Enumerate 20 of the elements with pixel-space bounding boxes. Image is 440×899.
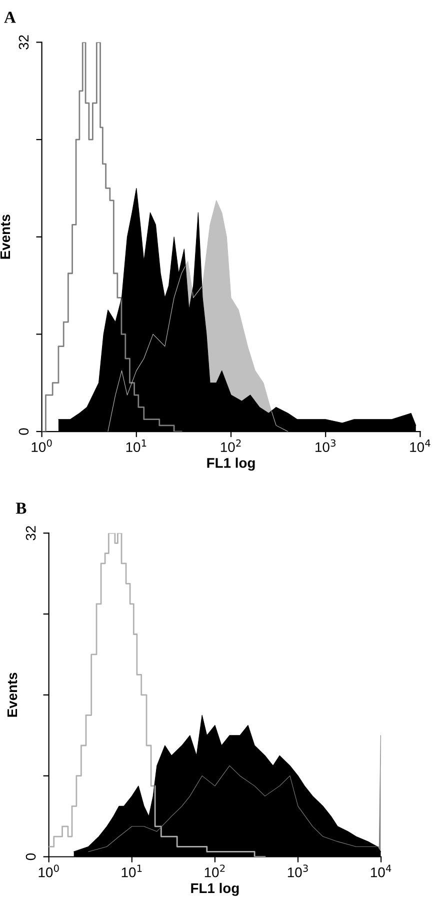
x-tick-label: 10$^{2}$ [204, 864, 225, 878]
y-tick-label: 0 [26, 853, 36, 860]
x-tick-label: 10$^{0}$ [32, 439, 52, 452]
x-tick-label: 10$^{4}$ [370, 864, 392, 878]
y-tick-label: 0 [18, 428, 29, 435]
y-tick-label: 32 [18, 35, 29, 50]
y-tick-label: 32 [26, 526, 36, 540]
x-tick-label: 10$^{2}$ [220, 439, 241, 452]
x-tick-label: 10$^{4}$ [410, 440, 430, 452]
chart-title: B [16, 502, 26, 514]
chart-title: A [4, 12, 16, 23]
x-tick-label: 10$^{3}$ [316, 439, 336, 452]
x-tick-label: 10$^{1}$ [126, 440, 146, 452]
y-axis-title: Events [7, 672, 18, 717]
x-axis-title: FL1 log [207, 458, 255, 471]
x-tick-label: 10$^{3}$ [288, 864, 308, 878]
x-axis-title: FL1 log [191, 882, 239, 896]
x-tick-label: 10$^{1}$ [122, 864, 142, 878]
x-tick-label: 10$^{0}$ [38, 864, 59, 878]
y-axis-title: Events [0, 214, 10, 259]
